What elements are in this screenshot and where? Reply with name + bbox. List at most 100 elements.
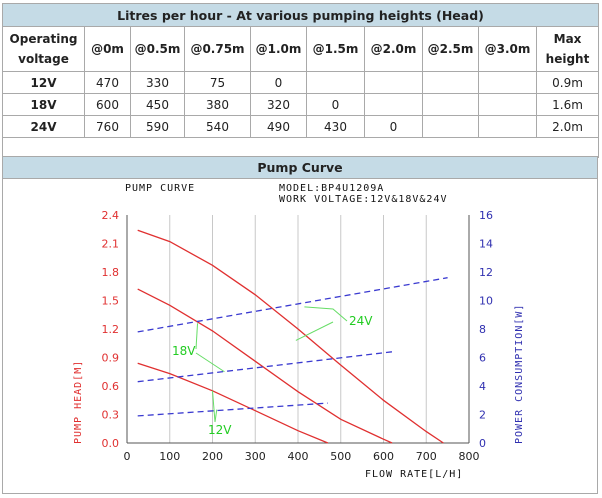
grid [169, 215, 427, 443]
column-header: @2.0m [364, 26, 423, 72]
y-right-tick-label: 12 [479, 266, 493, 279]
table-cell: 0 [306, 93, 365, 116]
tick-labels: 0 100 200 300 400 500 600 700 8000.00.30.60.91.2… [102, 209, 494, 463]
table-cell [422, 93, 479, 116]
max-height-cell: 1.6m [535, 93, 600, 116]
y-left-tick-label: 1.2 [102, 323, 120, 336]
annotation-leader [295, 321, 334, 341]
y-left-tick-label: 2.1 [102, 238, 120, 251]
y-right-tick-label: 0 [479, 437, 486, 450]
table-cell: 0 [364, 115, 423, 138]
table-row: 18V 600 450 380 320 0 1.6m [2, 93, 600, 116]
chart-model: MODEL:BP4U1209A [279, 183, 384, 194]
series-lines [137, 229, 448, 444]
table-cell: 330 [130, 71, 185, 94]
table-cell: 760 [84, 115, 131, 138]
max-height-cell: 0.9m [535, 71, 600, 94]
table-cell [422, 71, 479, 94]
table-spacer-row [1, 137, 600, 158]
y-right-tick-label: 6 [479, 352, 486, 365]
voltage-cell: 18V [2, 93, 85, 116]
annotation-12v: 12V [208, 423, 232, 437]
y-right-tick-label: 2 [479, 409, 486, 422]
y-right-tick-label: 14 [479, 238, 493, 251]
table-row: 24V 760 590 540 490 430 0 2.0m [2, 115, 600, 138]
table-cell: 320 [250, 93, 307, 116]
table-cell: 75 [184, 71, 251, 94]
column-header: @0.5m [130, 26, 185, 72]
x-tick-label: 0 [124, 450, 131, 463]
column-header: @1.0m [250, 26, 307, 72]
table-cell: 380 [184, 93, 251, 116]
x-tick-label: 600 [373, 450, 394, 463]
axes [126, 215, 470, 444]
table-cell: 600 [84, 93, 131, 116]
y-right-tick-label: 10 [479, 295, 493, 308]
y-left-tick-label: 1.5 [102, 295, 120, 308]
power-line-12v [137, 402, 328, 417]
table-cell [364, 71, 423, 94]
y-right-tick-label: 8 [479, 323, 486, 336]
chart-panel-title: Pump Curve [3, 157, 597, 179]
table-cell: 450 [130, 93, 185, 116]
x-tick-label: 300 [245, 450, 266, 463]
pump-curve-panel: Pump Curve PUMP CURVE MODEL:BP4U1209A WO… [2, 156, 598, 494]
x-tick-label: 700 [416, 450, 437, 463]
table-cell [478, 115, 537, 138]
head-curve-12v [137, 362, 329, 444]
y-left-tick-label: 0.9 [102, 352, 120, 365]
y-axis-left-label: PUMP HEAD[M] [73, 360, 84, 444]
y-left-tick-label: 1.8 [102, 266, 120, 279]
annotation-leader [195, 323, 199, 350]
column-header: @0m [84, 26, 131, 72]
head-curve-24v [137, 229, 444, 444]
table-cell: 0 [250, 71, 307, 94]
annotations: 24V 18V 12V [172, 306, 373, 437]
table-cell [306, 71, 365, 94]
annotation-leader [212, 390, 216, 423]
column-header: @1.5m [306, 26, 365, 72]
table-cell: 470 [84, 71, 131, 94]
table-cell [364, 93, 423, 116]
table-cell [478, 93, 537, 116]
flow-rate-table: Litres per hour - At various pumping hei… [1, 3, 600, 158]
y-left-tick-label: 0.3 [102, 409, 120, 422]
pump-curve-chart: PUMP CURVE MODEL:BP4U1209A WORK VOLTAGE:… [73, 183, 525, 480]
header-operating-voltage: Operating voltage [2, 26, 85, 72]
y-right-tick-label: 4 [479, 380, 486, 393]
table-cell: 540 [184, 115, 251, 138]
table-title: Litres per hour - At various pumping hei… [1, 3, 600, 27]
table-row: 12V 470 330 75 0 0.9m [2, 71, 600, 94]
x-tick-label: 800 [459, 450, 480, 463]
table-cell: 430 [306, 115, 365, 138]
table-cell [478, 71, 537, 94]
chart-title: PUMP CURVE [125, 183, 195, 194]
x-tick-label: 400 [288, 450, 309, 463]
x-tick-label: 100 [159, 450, 180, 463]
y-axis-right-label: POWER CONSUMPTION[W] [514, 304, 525, 444]
annotation-leader [195, 352, 225, 373]
head-curve-18v [137, 288, 393, 444]
column-header: @3.0m [478, 26, 537, 72]
annotation-18v: 18V [172, 344, 196, 358]
column-header: @0.75m [184, 26, 251, 72]
voltage-cell: 24V [2, 115, 85, 138]
voltage-cell: 12V [2, 71, 85, 94]
table-cell: 490 [250, 115, 307, 138]
annotation-leader [214, 409, 218, 423]
table-cell: 590 [130, 115, 185, 138]
y-left-tick-label: 2.4 [102, 209, 120, 222]
x-tick-label: 500 [330, 450, 351, 463]
annotation-leader [304, 306, 348, 322]
x-axis-label: FLOW RATE[L/H] [365, 469, 463, 480]
power-line-18v [137, 351, 393, 383]
chart-work-voltage: WORK VOLTAGE:12V&18V&24V [279, 194, 448, 205]
header-max-height: Max height [535, 26, 600, 72]
column-header: @2.5m [422, 26, 479, 72]
y-right-tick-label: 16 [479, 209, 493, 222]
y-left-tick-label: 0.0 [102, 437, 120, 450]
power-line-24v [137, 277, 448, 333]
annotation-24v: 24V [349, 314, 373, 328]
table-cell [422, 115, 479, 138]
x-tick-label: 200 [202, 450, 223, 463]
